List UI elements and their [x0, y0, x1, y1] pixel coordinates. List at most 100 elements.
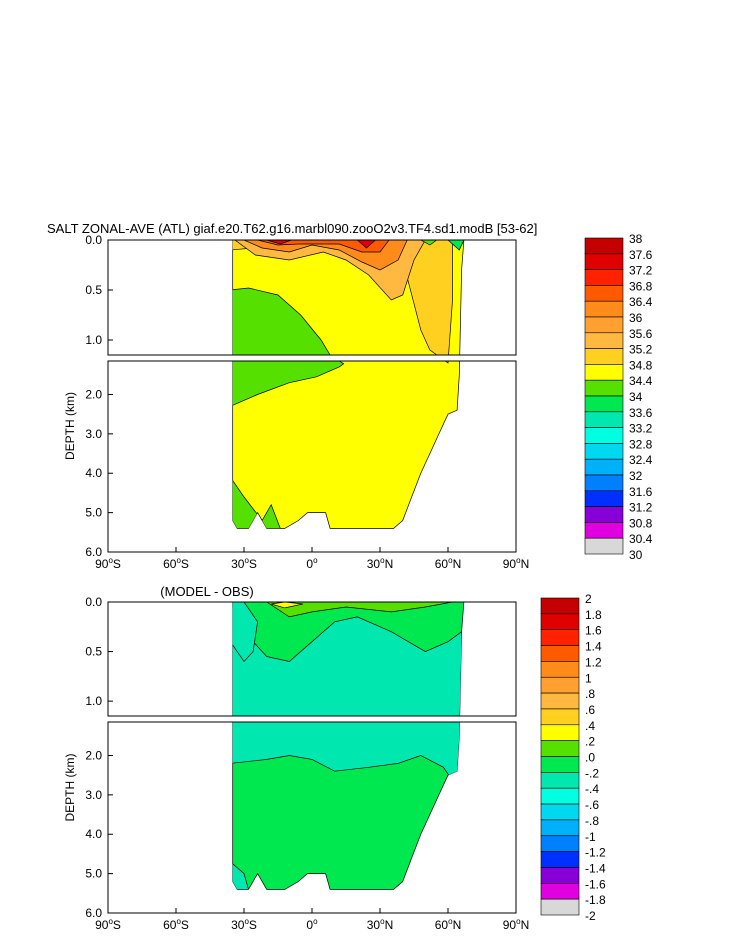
panel-gap	[108, 355, 516, 361]
x-tick-label: 30oS	[231, 556, 257, 571]
colorbar-label: 36.8	[629, 279, 653, 293]
colorbar-label: 35.6	[629, 327, 653, 341]
x-tick-label: 0o	[306, 556, 318, 571]
colorbar-swatch	[540, 835, 580, 852]
x-tick-label: 30oS	[231, 917, 257, 932]
colorbar-swatch	[584, 427, 624, 444]
panel-gap	[108, 716, 516, 722]
colorbar-swatch	[540, 692, 580, 710]
colorbar-swatch	[540, 676, 580, 694]
colorbar-swatch	[540, 803, 580, 821]
colorbar-swatch	[540, 613, 580, 630]
colorbar-swatch	[540, 772, 580, 789]
colorbar-label: .6	[585, 703, 595, 717]
tropical-positive-core	[271, 602, 303, 609]
y-tick-label: 5.0	[85, 506, 102, 520]
colorbar-label: 33.2	[629, 422, 653, 436]
colorbar-swatch	[584, 332, 624, 349]
colorbar-label: 35.2	[629, 343, 653, 357]
colorbar-label: 30	[629, 548, 643, 562]
colorbar-label: -1.8	[585, 893, 606, 907]
colorbar-swatch	[584, 379, 624, 397]
colorbar-swatch	[540, 629, 580, 646]
colorbar-swatch	[540, 819, 580, 837]
colorbar-label: -.4	[585, 782, 599, 796]
chart-title: SALT ZONAL-AVE (ATL) giaf.e20.T62.g16.ma…	[47, 221, 537, 236]
colorbar-label: 32.8	[629, 437, 653, 451]
colorbar-label: 31.2	[629, 501, 653, 515]
y-tick-label: 0.5	[85, 283, 102, 297]
colorbar-swatch	[584, 411, 624, 428]
x-tick-label: 60oS	[163, 917, 189, 932]
colorbar-label: .8	[585, 687, 595, 701]
colorbar-swatch	[540, 724, 580, 741]
colorbar-label: 34.4	[629, 374, 653, 388]
x-tick-label: 0o	[306, 917, 318, 932]
colorbar-label: -1.6	[585, 877, 606, 891]
x-tick-label: 30oN	[367, 917, 393, 932]
y-axis-label: DEPTH (km)	[63, 754, 77, 822]
colorbar-swatch	[584, 537, 624, 555]
upper-panel-frame	[107, 239, 517, 356]
colorbar-swatch	[540, 597, 580, 615]
y-tick-label: 6.0	[85, 906, 102, 920]
colorbar-swatch	[540, 787, 580, 805]
surface-max-region	[257, 240, 390, 253]
x-tick-label: 60oN	[435, 556, 461, 571]
y-tick-label: 6.0	[85, 545, 102, 559]
colorbar-label: 1.2	[585, 655, 602, 669]
colorbar-label: 31.6	[629, 485, 653, 499]
y-tick-label: 0.0	[85, 595, 102, 609]
colorbar-swatch	[584, 237, 624, 255]
x-tick-label: 90oN	[503, 917, 529, 932]
colorbar-label: -2	[585, 909, 596, 923]
colorbar-label: .0	[585, 751, 595, 765]
colorbar-swatch	[540, 756, 580, 773]
y-tick-label: 2.0	[85, 748, 102, 762]
colorbar-swatch	[584, 285, 624, 302]
colorbar-label: -1.2	[585, 846, 606, 860]
colorbar-swatch	[540, 851, 580, 868]
arctic-fresh-patch	[447, 240, 464, 251]
colorbar-label: 30.4	[629, 532, 653, 546]
colorbar-swatch	[540, 882, 580, 900]
colorbar-swatch	[540, 661, 580, 678]
y-tick-label: 0.0	[85, 233, 102, 247]
x-tick-label: 30oN	[367, 556, 393, 571]
intermediate-water-region	[232, 287, 345, 407]
colorbar-label: 38	[629, 232, 643, 246]
upper-panel-frame	[107, 601, 517, 717]
y-tick-label: 4.0	[85, 466, 102, 480]
x-tick-label: 90oS	[95, 917, 121, 932]
colorbar-swatch	[584, 300, 624, 318]
chart-title: (MODEL - OBS)	[160, 584, 253, 599]
y-tick-label: 1.0	[85, 333, 102, 347]
colorbar-label: 34	[629, 390, 643, 404]
colorbar-swatch	[584, 348, 624, 365]
colorbar-label: .2	[585, 735, 595, 749]
colorbar-swatch	[584, 316, 624, 334]
y-tick-label: 3.0	[85, 788, 102, 802]
colorbar-label: 37.6	[629, 248, 653, 262]
colorbar-label: -.8	[585, 814, 599, 828]
colorbar-swatch	[584, 364, 624, 381]
y-tick-label: 1.0	[85, 694, 102, 708]
y-tick-label: 3.0	[85, 427, 102, 441]
colorbar-swatch	[540, 867, 580, 884]
colorbar-swatch	[540, 898, 580, 916]
colorbar-swatch	[584, 269, 624, 286]
x-tick-label: 90oS	[95, 556, 121, 571]
colorbar-label: -.2	[585, 766, 599, 780]
colorbar-label: -.6	[585, 798, 599, 812]
colorbar-label: 2	[585, 592, 592, 606]
colorbar-label: 34.8	[629, 358, 653, 372]
y-tick-label: 2.0	[85, 387, 102, 401]
colorbar-swatch	[584, 395, 624, 413]
colorbar-label: 1.8	[585, 608, 602, 622]
colorbar-swatch	[584, 458, 624, 476]
colorbar-swatch	[540, 740, 580, 757]
y-axis-label: DEPTH (km)	[63, 392, 77, 460]
colorbar-label: 32	[629, 469, 643, 483]
south-surface-negative	[232, 602, 258, 663]
